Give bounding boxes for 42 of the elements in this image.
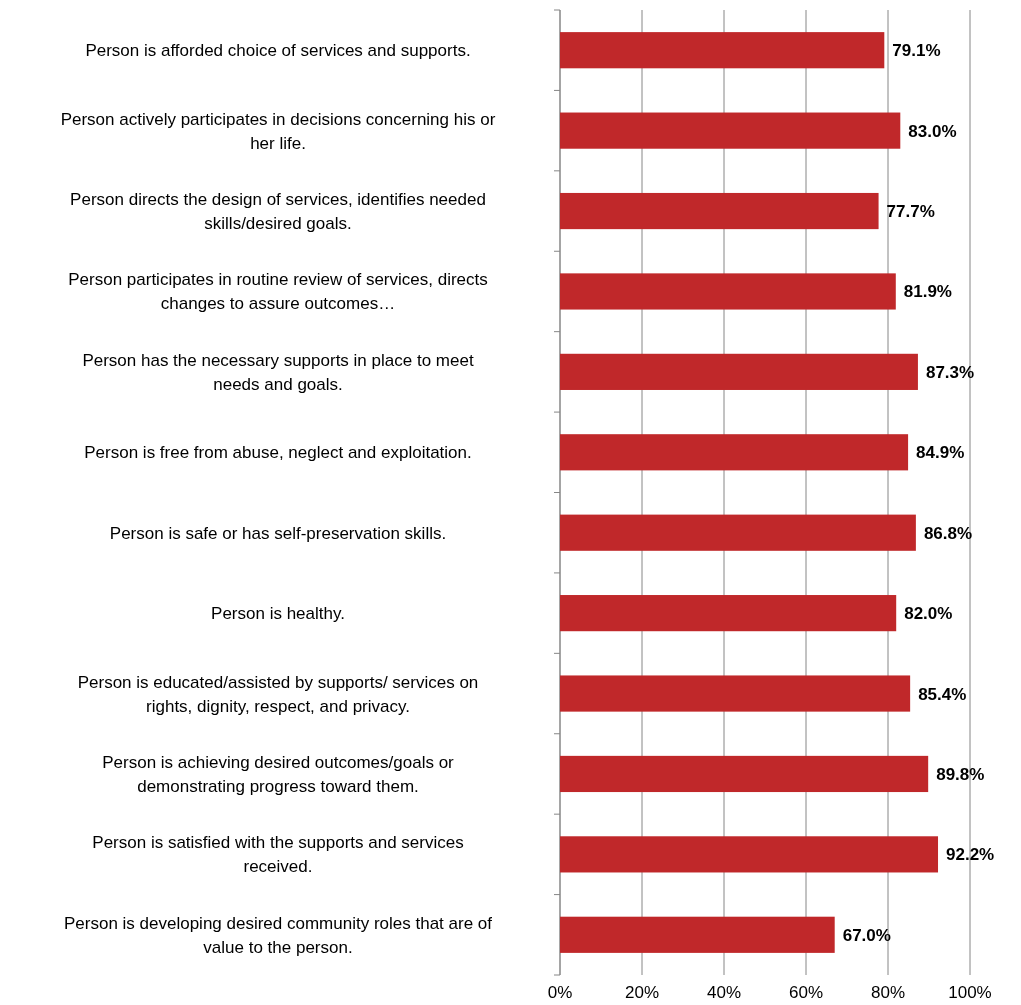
y-tick-label: Person is afforded choice of services and supports. — [85, 41, 471, 61]
data-label: 92.2% — [946, 845, 995, 865]
y-tick-label: Person is healthy. — [211, 604, 345, 624]
data-label: 67.0% — [842, 925, 891, 945]
y-tick-label: Person has the necessary supports in place to meet needs and goals. — [82, 350, 474, 394]
x-tick-label: 80% — [870, 983, 906, 1002]
bar — [560, 192, 879, 230]
bar — [560, 675, 911, 712]
data-label: 84.9% — [916, 443, 965, 463]
data-label: 86.8% — [923, 523, 973, 543]
bar — [560, 32, 885, 69]
x-tick-label: 100% — [948, 983, 992, 1002]
bar — [560, 514, 916, 551]
bar — [560, 353, 918, 390]
bar — [560, 112, 901, 149]
data-label: 79.1% — [892, 41, 941, 61]
y-tick-label: Person actively participates in decisions concerning his or her life. — [60, 109, 496, 153]
y-tick-label: Person is safe or has self-preservation skills. — [109, 523, 447, 543]
bar — [560, 836, 939, 873]
y-tick-label: Person is educated/assisted by supports/ services on rights, dignity, respect, and privacy. — [77, 672, 479, 716]
bar — [560, 595, 897, 632]
bar — [560, 273, 896, 310]
data-label: 85.4% — [918, 684, 967, 704]
y-tick-label: Person directs the design of services, identifies needed skills/desired goals. — [70, 190, 486, 234]
x-tick-label: 0% — [547, 983, 573, 1002]
y-tick-label: Person is achieving desired outcomes/goals or demonstrating progress toward them. — [102, 752, 455, 796]
bar — [560, 916, 835, 953]
x-tick-label: 40% — [706, 983, 742, 1002]
bar — [560, 434, 909, 471]
y-tick-label: Person is satisfied with the supports and services received. — [92, 833, 464, 877]
data-label: 89.8% — [936, 764, 985, 784]
bar — [560, 755, 929, 793]
y-tick-label: Person is free from abuse, neglect and exploitation. — [84, 443, 472, 463]
y-tick-label: Person participates in routine review of services, directs changes to assure outcomes… — [68, 270, 488, 314]
data-label: 81.9% — [903, 282, 952, 302]
data-label: 87.3% — [925, 362, 975, 382]
x-tick-label: 20% — [624, 983, 660, 1002]
data-label: 77.7% — [886, 202, 935, 222]
data-label: 83.0% — [908, 121, 957, 141]
y-tick-label: Person is developing desired community roles that are of value to the person. — [63, 913, 493, 957]
x-tick-label: 60% — [788, 983, 824, 1002]
data-label: 82.0% — [904, 604, 953, 624]
